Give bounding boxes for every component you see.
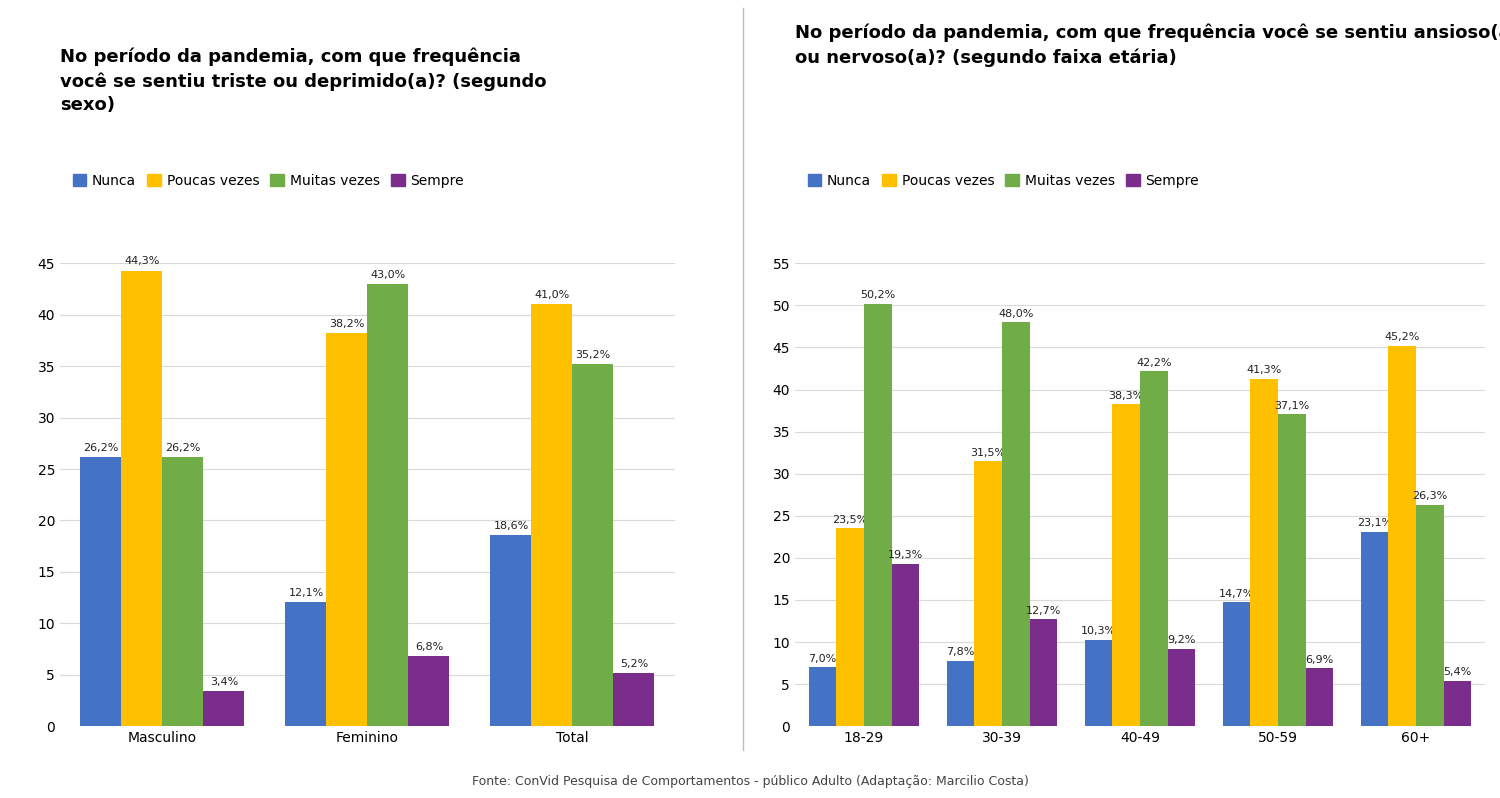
- Text: 5,2%: 5,2%: [620, 658, 648, 669]
- Text: 43,0%: 43,0%: [370, 270, 405, 280]
- Bar: [1389, 346, 1416, 726]
- Bar: [285, 602, 327, 726]
- Text: 12,7%: 12,7%: [1026, 606, 1060, 616]
- Text: 26,2%: 26,2%: [165, 443, 201, 452]
- Text: No período da pandemia, com que frequência
você se sentiu triste ou deprimido(a): No período da pandemia, com que frequênc…: [60, 48, 546, 114]
- Text: 5,4%: 5,4%: [1443, 667, 1472, 678]
- Legend: Nunca, Poucas vezes, Muitas vezes, Sempre: Nunca, Poucas vezes, Muitas vezes, Sempr…: [68, 168, 470, 194]
- Text: 37,1%: 37,1%: [1274, 401, 1310, 411]
- Text: 18,6%: 18,6%: [494, 521, 528, 531]
- Bar: [1278, 414, 1305, 726]
- Bar: [808, 667, 837, 726]
- Bar: [531, 305, 573, 726]
- Bar: [122, 271, 162, 726]
- Bar: [1002, 322, 1029, 726]
- Text: 38,2%: 38,2%: [330, 319, 364, 329]
- Bar: [864, 304, 891, 726]
- Text: 12,1%: 12,1%: [288, 587, 324, 598]
- Text: 10,3%: 10,3%: [1082, 626, 1116, 636]
- Bar: [891, 563, 920, 726]
- Text: No período da pandemia, com que frequência você se sentiu ansioso(a)
ou nervoso(: No período da pandemia, com que frequênc…: [795, 24, 1500, 67]
- Bar: [946, 661, 975, 726]
- Text: 7,8%: 7,8%: [946, 647, 975, 658]
- Bar: [204, 691, 245, 726]
- Text: 23,5%: 23,5%: [833, 515, 868, 525]
- Text: 31,5%: 31,5%: [970, 448, 1006, 458]
- Legend: Nunca, Poucas vezes, Muitas vezes, Sempre: Nunca, Poucas vezes, Muitas vezes, Sempr…: [802, 168, 1204, 194]
- Text: 48,0%: 48,0%: [998, 309, 1033, 319]
- Text: 3,4%: 3,4%: [210, 677, 238, 687]
- Text: 41,3%: 41,3%: [1246, 365, 1282, 375]
- Bar: [408, 656, 450, 726]
- Text: 50,2%: 50,2%: [859, 290, 895, 300]
- Bar: [975, 461, 1002, 726]
- Bar: [1251, 378, 1278, 726]
- Text: 9,2%: 9,2%: [1167, 635, 1196, 646]
- Bar: [573, 364, 614, 726]
- Text: 7,0%: 7,0%: [808, 654, 837, 664]
- Bar: [614, 673, 654, 726]
- Bar: [1084, 639, 1113, 726]
- Text: 26,3%: 26,3%: [1412, 492, 1448, 501]
- Text: 45,2%: 45,2%: [1384, 333, 1420, 342]
- Bar: [1416, 505, 1443, 726]
- Bar: [162, 456, 204, 726]
- Bar: [81, 456, 122, 726]
- Text: Fonte: ConVid Pesquisa de Comportamentos - público Adulto (Adaptação: Marcilio C: Fonte: ConVid Pesquisa de Comportamentos…: [471, 776, 1029, 788]
- Bar: [1443, 681, 1472, 726]
- Text: 19,3%: 19,3%: [888, 551, 922, 560]
- Text: 35,2%: 35,2%: [576, 350, 610, 360]
- Text: 44,3%: 44,3%: [124, 256, 159, 267]
- Bar: [1305, 668, 1334, 726]
- Bar: [490, 535, 531, 726]
- Bar: [1360, 531, 1389, 726]
- Bar: [1222, 602, 1251, 726]
- Bar: [1113, 404, 1140, 726]
- Text: 23,1%: 23,1%: [1358, 519, 1392, 528]
- Text: 14,7%: 14,7%: [1220, 589, 1254, 599]
- Text: 26,2%: 26,2%: [84, 443, 118, 452]
- Bar: [368, 284, 408, 726]
- Bar: [837, 528, 864, 726]
- Text: 6,8%: 6,8%: [416, 642, 442, 652]
- Text: 38,3%: 38,3%: [1108, 390, 1144, 401]
- Text: 42,2%: 42,2%: [1136, 358, 1172, 368]
- Bar: [1140, 371, 1167, 726]
- Text: 41,0%: 41,0%: [534, 290, 570, 300]
- Bar: [1167, 649, 1196, 726]
- Bar: [1029, 619, 1057, 726]
- Text: 6,9%: 6,9%: [1305, 654, 1334, 665]
- Bar: [327, 334, 368, 726]
